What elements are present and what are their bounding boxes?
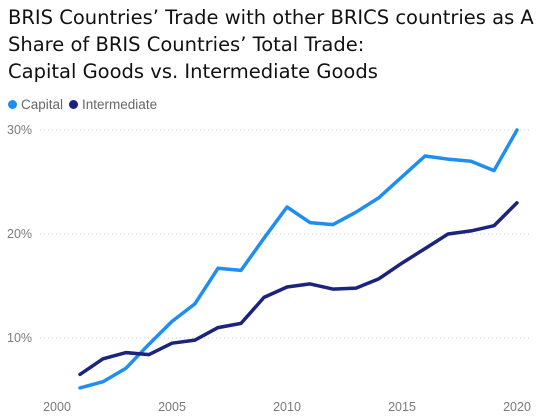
chart-title: BRIS Countries’ Trade with other BRICS c… <box>8 4 543 85</box>
y-tick-label: 30% <box>7 123 32 137</box>
legend-item-intermediate[interactable]: Intermediate <box>69 97 157 112</box>
x-axis: 2000 2005 2010 2015 2020 <box>43 400 531 414</box>
series-line-capital[interactable] <box>78 128 519 390</box>
chart-title-line-3: Capital Goods vs. Intermediate Goods <box>8 60 378 83</box>
chart-legend: Capital Intermediate <box>8 95 163 113</box>
x-tick-label: 2015 <box>388 400 416 414</box>
legend-label-capital: Capital <box>21 96 64 112</box>
legend-marker-capital <box>8 99 17 109</box>
legend-item-capital[interactable]: Capital <box>8 97 63 112</box>
legend-marker-intermediate <box>69 99 79 109</box>
legend-label-intermediate: Intermediate <box>82 96 158 112</box>
x-tick-label: 2000 <box>43 400 71 414</box>
x-tick-label: 2010 <box>273 400 301 414</box>
y-tick-label: 20% <box>7 227 32 241</box>
x-tick-label: 2005 <box>158 400 186 414</box>
y-tick-label: 10% <box>7 331 32 345</box>
chart-title-line-1: BRIS Countries’ Trade with other BRICS c… <box>8 6 534 29</box>
y-axis: 10% 20% 30% <box>7 123 32 345</box>
series-line-intermediate[interactable] <box>78 201 519 377</box>
chart-title-line-2: Share of BRIS Countries’ Total Trade: <box>8 33 365 56</box>
plot-area <box>78 128 519 390</box>
x-tick-label: 2020 <box>503 400 531 414</box>
